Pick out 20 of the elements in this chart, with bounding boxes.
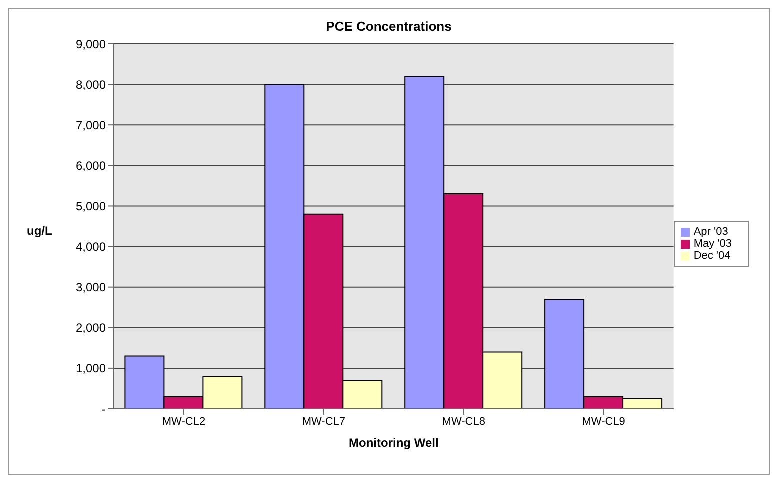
y-tick-label: 3,000 bbox=[76, 280, 106, 295]
y-tick-label: 1,000 bbox=[76, 362, 106, 376]
chart-title: PCE Concentrations bbox=[325, 19, 453, 34]
y-tick-label: 6,000 bbox=[76, 158, 106, 173]
x-tick-label: MW-CL9 bbox=[582, 416, 626, 428]
x-tick-label: MW-CL7 bbox=[302, 416, 346, 428]
legend-label: May '03 bbox=[694, 238, 732, 250]
x-tick-label: MW-CL2 bbox=[162, 416, 206, 428]
legend-label: Dec '04 bbox=[694, 250, 731, 262]
y-tick-label: 4,000 bbox=[76, 240, 106, 254]
y-tick-label: 7,000 bbox=[76, 118, 106, 132]
y-tick-label: 5,000 bbox=[76, 199, 106, 214]
y-tick-label: 9,000 bbox=[76, 37, 106, 52]
y-tick-label: - bbox=[102, 402, 106, 416]
y-axis-title: ug/L bbox=[27, 224, 52, 238]
x-axis-title: Monitoring Well bbox=[349, 436, 439, 450]
x-tick-label: MW-CL8 bbox=[442, 416, 486, 428]
y-tick-label: 8,000 bbox=[76, 78, 106, 92]
legend-label: Apr '03 bbox=[694, 226, 728, 238]
y-tick-label: 2,000 bbox=[76, 321, 106, 336]
